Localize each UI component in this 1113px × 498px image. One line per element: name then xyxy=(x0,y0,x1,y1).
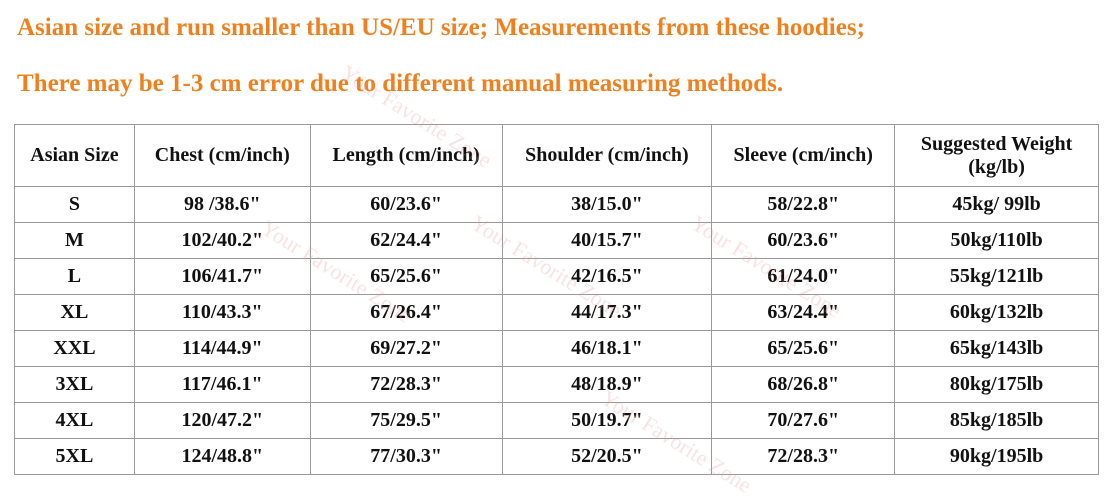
table-cell: 48/18.9" xyxy=(501,366,713,403)
table-row: L 106/41.7" 65/25.6" 42/16.5" 61/24.0" 55kg/1… xyxy=(14,258,1099,295)
table-cell: 55kg/121lb xyxy=(894,258,1099,295)
table-cell: 63/24.4" xyxy=(711,294,896,331)
table-cell: 58/22.8" xyxy=(711,186,896,223)
table-cell: 62/24.4" xyxy=(309,222,503,259)
table-cell: L xyxy=(14,258,135,295)
table-cell: 4XL xyxy=(14,402,135,439)
table-cell: 77/30.3" xyxy=(309,438,503,475)
table-cell: 40/15.7" xyxy=(501,222,713,259)
table-cell: S xyxy=(14,186,135,223)
table-cell: 61/24.0" xyxy=(711,258,896,295)
table-cell: 68/26.8" xyxy=(711,366,896,403)
table-body: S 98 /38.6" 60/23.6" 38/15.0" 58/22.8" 45kg/ … xyxy=(14,186,1099,475)
table-row: 3XL 117/46.1" 72/28.3" 48/18.9" 68/26.8" 80kg… xyxy=(14,366,1099,403)
table-cell: 60kg/132lb xyxy=(894,294,1099,331)
table-cell: 75/29.5" xyxy=(309,402,503,439)
table-cell: 98 /38.6" xyxy=(133,186,311,223)
header-cell: Length (cm/inch) xyxy=(309,124,503,187)
table-cell: 120/47.2" xyxy=(133,402,311,439)
table-row: 4XL 120/47.2" 75/29.5" 50/19.7" 70/27.6" 85kg… xyxy=(14,402,1099,439)
table-cell: 69/27.2" xyxy=(309,330,503,367)
table-row: XL 110/43.3" 67/26.4" 44/17.3" 63/24.4" 60kg/… xyxy=(14,294,1099,331)
table-cell: 65/25.6" xyxy=(711,330,896,367)
table-cell: M xyxy=(14,222,135,259)
table-row: M 102/40.2" 62/24.4" 40/15.7" 60/23.6" 50kg/1… xyxy=(14,222,1099,259)
table-cell: 70/27.6" xyxy=(711,402,896,439)
table-cell: 85kg/185lb xyxy=(894,402,1099,439)
note: There may be 1-3 cm error due to differe… xyxy=(17,70,784,97)
header-cell: Asian Size xyxy=(14,124,135,187)
table-cell: 50kg/110lb xyxy=(894,222,1099,259)
header-cell: Suggested Weight (kg/lb) xyxy=(894,124,1099,187)
table-cell: XL xyxy=(14,294,135,331)
table-cell: 102/40.2" xyxy=(133,222,311,259)
table-cell: 5XL xyxy=(14,438,135,475)
table-cell: 65kg/143lb xyxy=(894,330,1099,367)
table-cell: 44/17.3" xyxy=(501,294,713,331)
table-cell: 60/23.6" xyxy=(309,186,503,223)
table-cell: 3XL xyxy=(14,366,135,403)
table-row: S 98 /38.6" 60/23.6" 38/15.0" 58/22.8" 45kg/ … xyxy=(14,186,1099,223)
table-row: XXL 114/44.9" 69/27.2" 46/18.1" 65/25.6" 65kg… xyxy=(14,330,1099,367)
table-cell: 124/48.8" xyxy=(133,438,311,475)
header-row: Asian Size Chest (cm/inch) Length (cm/inch… xyxy=(14,124,1099,187)
header-cell: Sleeve (cm/inch) xyxy=(711,124,896,187)
table-cell: 110/43.3" xyxy=(133,294,311,331)
table-cell: 117/46.1" xyxy=(133,366,311,403)
table-row: 5XL 124/48.8" 77/30.3" 52/20.5" 72/28.3" 90kg… xyxy=(14,438,1099,475)
header-cell: Chest (cm/inch) xyxy=(133,124,311,187)
table-cell: 65/25.6" xyxy=(309,258,503,295)
table-cell: 106/41.7" xyxy=(133,258,311,295)
table-cell: 38/15.0" xyxy=(501,186,713,223)
table-cell: 52/20.5" xyxy=(501,438,713,475)
table-cell: 46/18.1" xyxy=(501,330,713,367)
size-table: Asian Size Chest (cm/inch) Length (cm/inch… xyxy=(14,124,1099,475)
note: Asian size and run smaller than US/EU si… xyxy=(17,14,865,41)
header-cell: Shoulder (cm/inch) xyxy=(501,124,713,187)
table-cell: 90kg/195lb xyxy=(894,438,1099,475)
table-cell: XXL xyxy=(14,330,135,367)
table-cell: 67/26.4" xyxy=(309,294,503,331)
table-cell: 72/28.3" xyxy=(309,366,503,403)
table-cell: 80kg/175lb xyxy=(894,366,1099,403)
table-cell: 42/16.5" xyxy=(501,258,713,295)
table-cell: 50/19.7" xyxy=(501,402,713,439)
table-cell: 114/44.9" xyxy=(133,330,311,367)
table-cell: 60/23.6" xyxy=(711,222,896,259)
table-cell: 72/28.3" xyxy=(711,438,896,475)
table-cell: 45kg/ 99lb xyxy=(894,186,1099,223)
